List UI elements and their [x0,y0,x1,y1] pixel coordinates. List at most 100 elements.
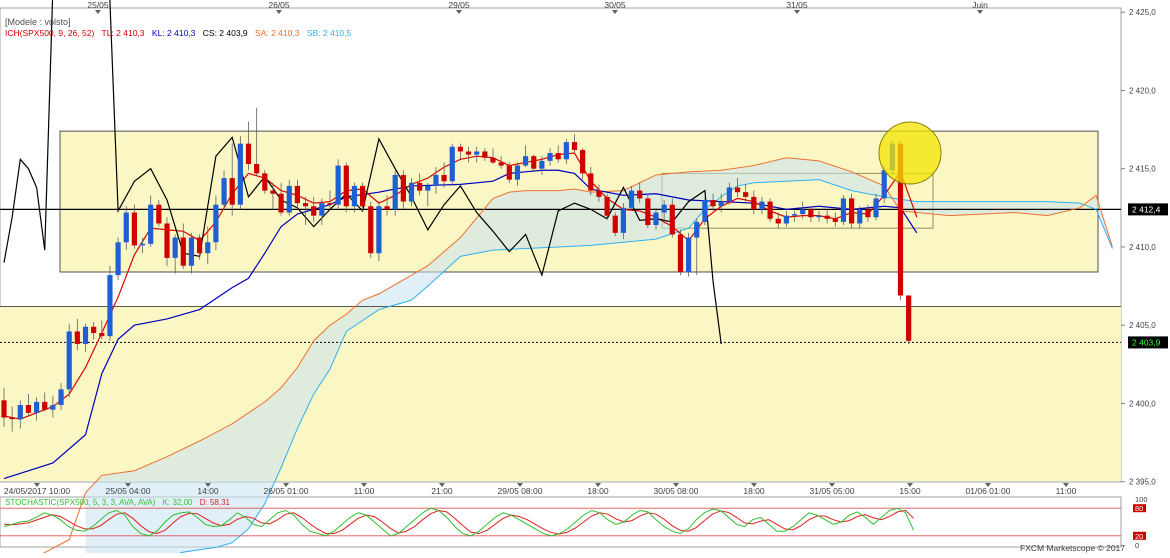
y-tick-label: 2 395,0 [1129,478,1156,487]
y-tick-label: 2 410,0 [1129,243,1156,252]
stoch-tick-badge [1133,504,1146,513]
candle-body [441,174,447,182]
x-tick-marker [985,483,991,487]
candle-body [74,331,80,344]
candle-body [457,146,463,152]
candle-body [449,146,455,182]
ichimoku-cs: CS: 2 403,9 [203,28,248,38]
candle-body [571,142,578,150]
stoch-d-line [3,509,914,535]
candle-body [686,237,692,272]
x-tick-marker [125,483,131,487]
candle-body [42,401,48,410]
x-tick-label: 18:00 [743,486,765,496]
x-tick-marker [439,483,445,487]
candle-body [1,400,7,418]
candle-body [294,185,300,204]
candle-body [107,275,113,337]
x-tick-marker [34,483,40,487]
x-tick-label: 24/05/2017 10:00 [4,486,70,496]
candle-body [25,405,32,413]
candle-body [278,193,284,213]
stoch-tick-label: 100 [1135,495,1148,504]
candle-body [881,170,887,199]
candle-body [335,165,341,205]
x-tick-label: 26/05 01:00 [264,486,309,496]
candle-body [498,162,504,166]
cloud-fill [85,157,1113,558]
top-date-label: 26/05 [268,0,290,10]
candle-body [115,242,121,276]
candle-body [376,206,382,254]
candle-body [743,192,749,197]
candle-body [588,173,594,191]
candle-body [327,203,333,205]
candle-body [710,200,716,207]
x-tick-label: 31/05 05:00 [810,486,855,496]
footer-credit: FXCM Marketscope © 2017 [1020,543,1125,553]
candle-body [368,206,374,254]
y-tick-label: 2 400,0 [1129,399,1156,408]
candle-body [791,214,798,216]
candle-body [164,223,170,258]
x-tick-label: 21:00 [431,486,453,496]
candle-body [612,215,618,233]
candles [1,107,912,432]
candle-body [123,212,129,243]
top-date-label: 30/05 [604,0,626,10]
y-tick-label: 2 425,0 [1129,8,1156,17]
top-date-marker [612,10,618,14]
candle-body [734,187,741,193]
x-tick-label: 29/05 08:00 [498,486,543,496]
candle-body [58,389,64,406]
candle-body [302,203,309,207]
candle-body [286,185,292,213]
candle-body [702,200,708,222]
candle-body [82,326,89,344]
candle-body [775,218,781,224]
candle-body [523,156,529,166]
ichimoku-tl: TL: 2 410,3 [102,28,145,38]
span-a-line [19,157,1113,558]
candle-body [604,196,610,216]
candle-body [417,182,423,191]
candle-body [172,237,178,258]
candle-body [751,196,757,210]
candle-body [816,215,822,218]
ichimoku-label: ICH(SPX500, 9, 26, 52) [5,28,94,38]
candle-body [637,190,643,199]
span-b-line [163,179,1113,558]
stochastic-d: D: 58,31 [200,498,231,507]
candle-body [661,204,667,213]
candle-body [897,143,904,296]
candle-body [628,190,635,208]
stoch-tick-label: 0 [1135,541,1139,550]
x-tick-marker [283,483,289,487]
close-price-badge-label: 2 403,9 [1132,337,1161,347]
y-tick-label: 2 420,0 [1129,86,1156,95]
top-date-label: 31/05 [786,0,808,10]
candle-body [718,201,724,207]
candle-body [34,401,40,413]
candle-body [262,173,268,191]
stoch-tick-badge [1133,531,1146,540]
x-tick-marker [205,483,211,487]
close-price-badge [1128,336,1168,349]
candle-body [596,190,602,197]
candle-body [400,174,406,202]
candle-body [408,182,415,202]
candle-body [213,204,219,243]
candle-body [91,326,97,334]
candle-body [270,190,276,194]
candle-body [783,215,789,224]
x-tick-label: 18:00 [587,486,609,496]
candle-body [726,187,732,202]
x-tick-marker [361,483,367,487]
x-tick-label: 01/06 01:00 [966,486,1011,496]
candle-body [677,234,684,272]
candle-body [808,209,814,218]
ichimoku-cloud [85,157,1113,558]
candle-body [514,165,521,180]
top-date-marker [276,10,282,14]
